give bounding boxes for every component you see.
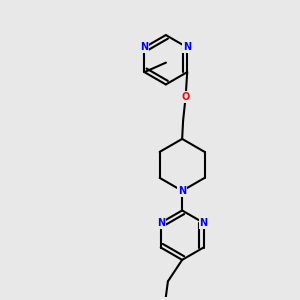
Text: N: N — [200, 218, 208, 228]
Text: N: N — [157, 218, 165, 228]
Text: O: O — [182, 92, 190, 102]
Text: N: N — [140, 42, 148, 52]
Text: N: N — [183, 42, 191, 52]
Text: N: N — [178, 186, 186, 196]
